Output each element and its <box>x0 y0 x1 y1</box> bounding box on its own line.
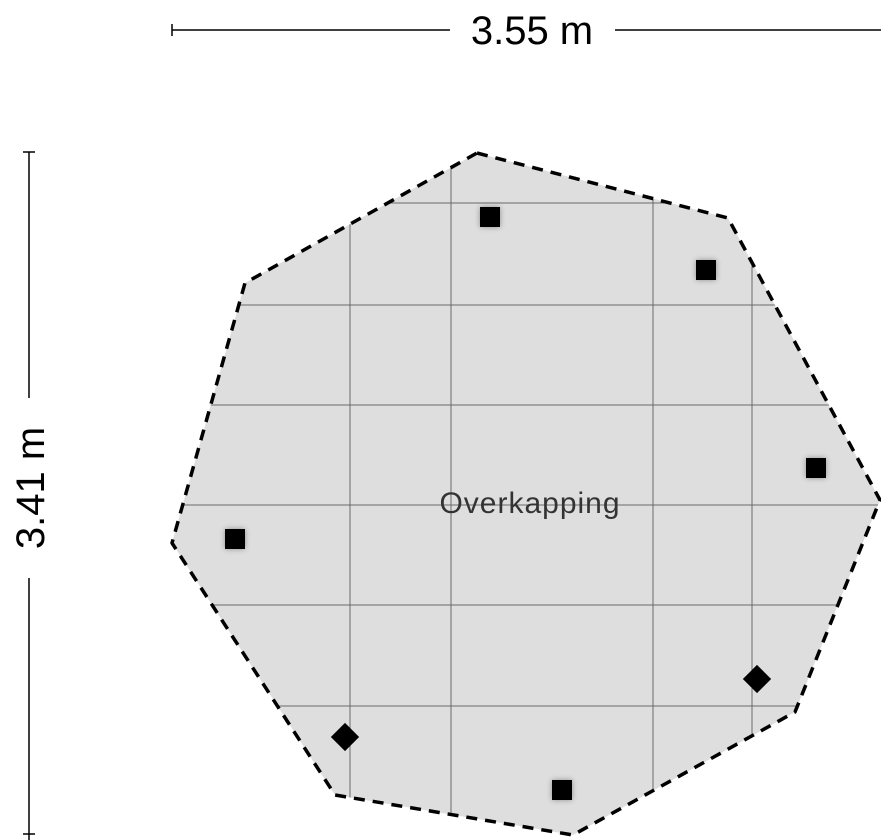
room-outline <box>170 151 881 837</box>
diamond-post-icon <box>330 722 360 752</box>
height-dimension-label: 3.41 m <box>9 427 53 549</box>
square-post-icon <box>696 260 716 280</box>
square-post-icon <box>552 780 572 800</box>
square-post-icon <box>480 207 500 227</box>
room-label: Overkapping <box>439 487 620 520</box>
square-post-icon <box>806 458 826 478</box>
room-floor <box>172 153 880 835</box>
square-post-icon <box>225 529 245 549</box>
diamond-post-icon <box>742 664 772 694</box>
height-dimension: 3.41 m <box>9 151 53 840</box>
width-dimension-label: 3.55 m <box>471 9 593 53</box>
width-dimension: 3.55 m <box>171 9 881 53</box>
